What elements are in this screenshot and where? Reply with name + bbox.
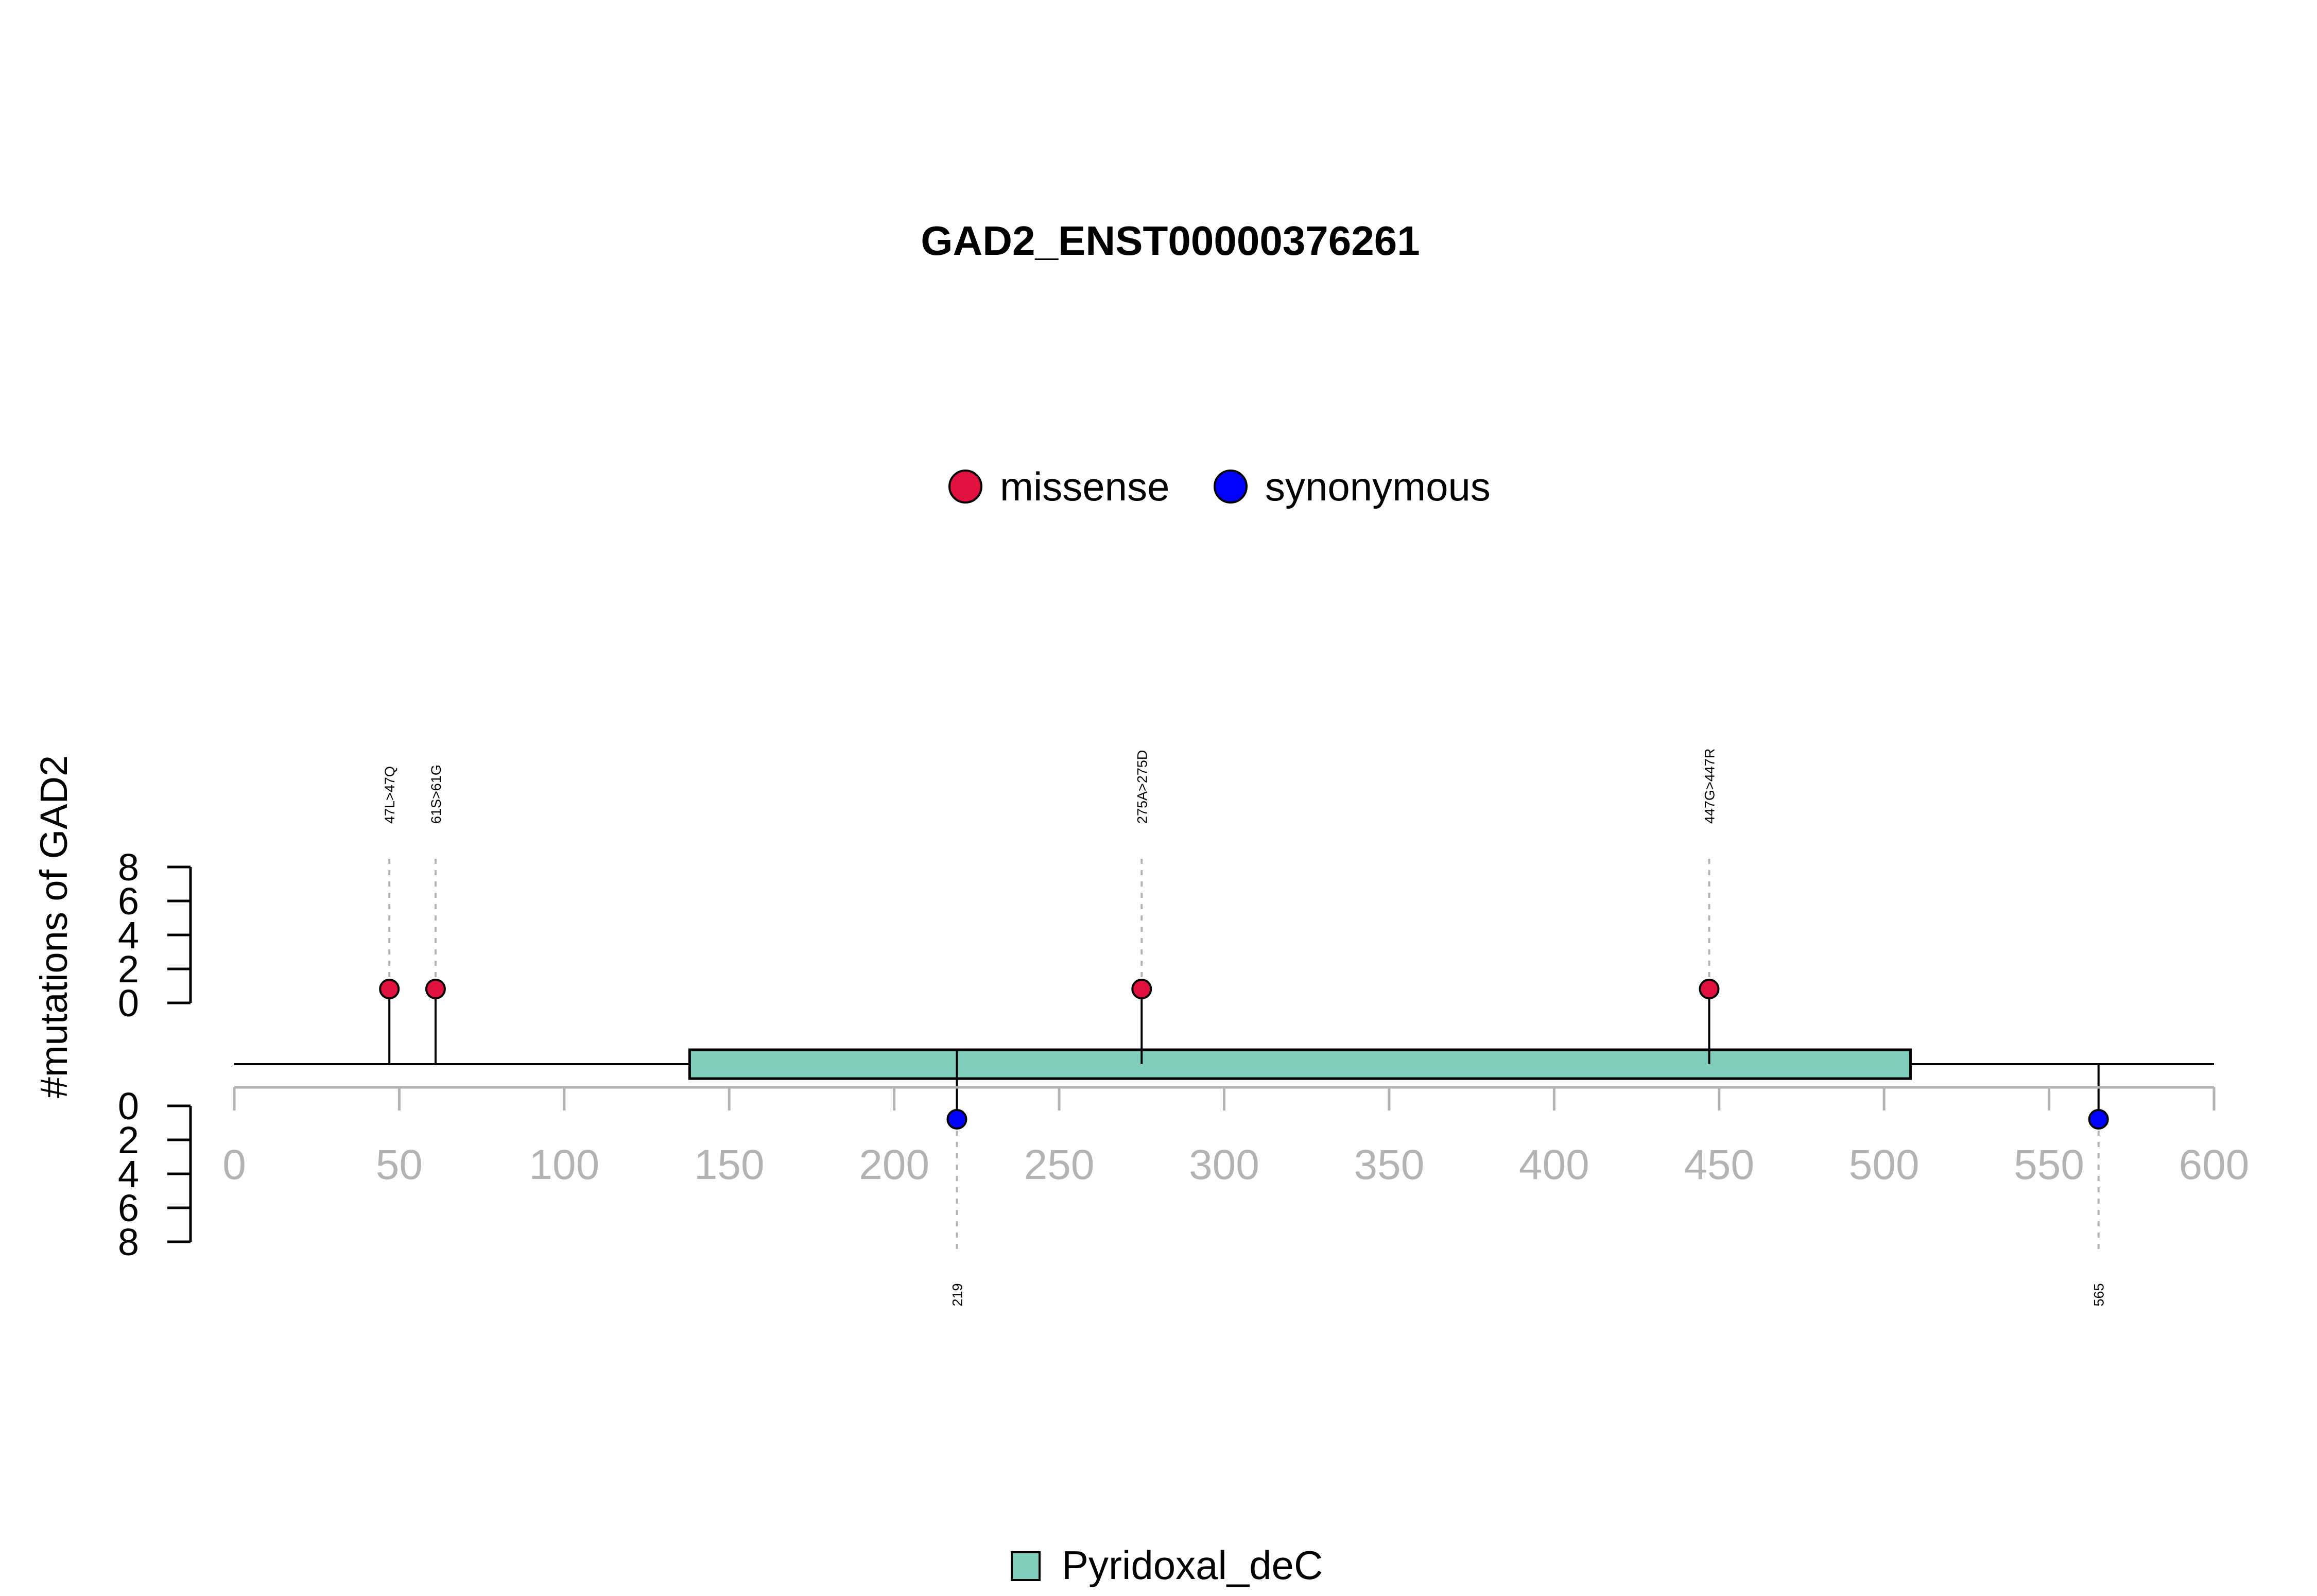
x-tick-label: 150 [694, 1141, 765, 1188]
mutation-legend: missense synonymous [948, 464, 1491, 509]
x-tick-label: 400 [1519, 1141, 1589, 1188]
x-tick-label: 300 [1189, 1141, 1259, 1188]
mutation-label: 219 [949, 1283, 965, 1306]
x-tick-label: 200 [859, 1141, 929, 1188]
x-tick-label: 100 [529, 1141, 599, 1188]
x-tick-label: 0 [222, 1141, 246, 1188]
y-tick-label: 8 [118, 1221, 139, 1263]
x-tick-label: 550 [2014, 1141, 2084, 1188]
mutation-marker [1131, 979, 1152, 999]
protein-domains [688, 1048, 1912, 1080]
y-tick-label: 4 [118, 914, 139, 957]
domain-legend-label: Pyridoxal_deC [1062, 1542, 1323, 1588]
mutation-marker [1699, 979, 1720, 999]
mutation-marker [946, 1109, 967, 1130]
y-tick-label: 2 [118, 948, 139, 991]
mutation-label: 565 [2091, 1283, 2107, 1306]
y-tick-label: 6 [118, 1187, 139, 1229]
domain-legend-swatch [1011, 1551, 1041, 1581]
y-tick-label: 0 [118, 1085, 139, 1127]
x-tick-label: 50 [376, 1141, 423, 1188]
mutation-marker [2088, 1109, 2109, 1130]
y-tick-label: 6 [118, 880, 139, 923]
domain-legend: Pyridoxal_deC [1011, 1542, 1323, 1588]
mutation-markers [379, 979, 2109, 1130]
x-tick-label: 350 [1354, 1141, 1425, 1188]
y-tick-label: 4 [118, 1153, 139, 1195]
chart-title: GAD2_ENST00000376261 [921, 218, 1420, 264]
y-tick-label: 0 [118, 982, 139, 1025]
domain-box [688, 1048, 1912, 1080]
mutation-marker [425, 979, 446, 999]
mutation-marker [379, 979, 400, 999]
y-tick-label: 8 [118, 846, 139, 889]
mutation-label: 47L>47Q [382, 766, 397, 824]
mutation-labels: 47L>47Q 61S>61G 275A>275D 447G>447R 219 565 [382, 749, 2107, 1307]
legend-label-synonymous: synonymous [1265, 464, 1491, 509]
legend-marker-synonymous [1214, 470, 1248, 504]
legend-marker-missense [948, 470, 982, 504]
x-tick-label: 250 [1024, 1141, 1095, 1188]
x-axis: 0 50 100 150 200 250 300 350 400 450 500 550 600 [222, 1086, 2250, 1188]
x-tick-label: 600 [2179, 1141, 2250, 1188]
mutation-label: 61S>61G [428, 765, 444, 824]
y-tick-label: 2 [118, 1119, 139, 1161]
legend-label-missense: missense [1000, 464, 1169, 509]
y-axis-label: #mutations of GAD2 [32, 755, 75, 1098]
mutation-label: 447G>447R [1702, 749, 1718, 824]
mutation-label: 275A>275D [1134, 750, 1150, 824]
x-tick-label: 450 [1684, 1141, 1754, 1188]
x-tick-label: 500 [1849, 1141, 1920, 1188]
